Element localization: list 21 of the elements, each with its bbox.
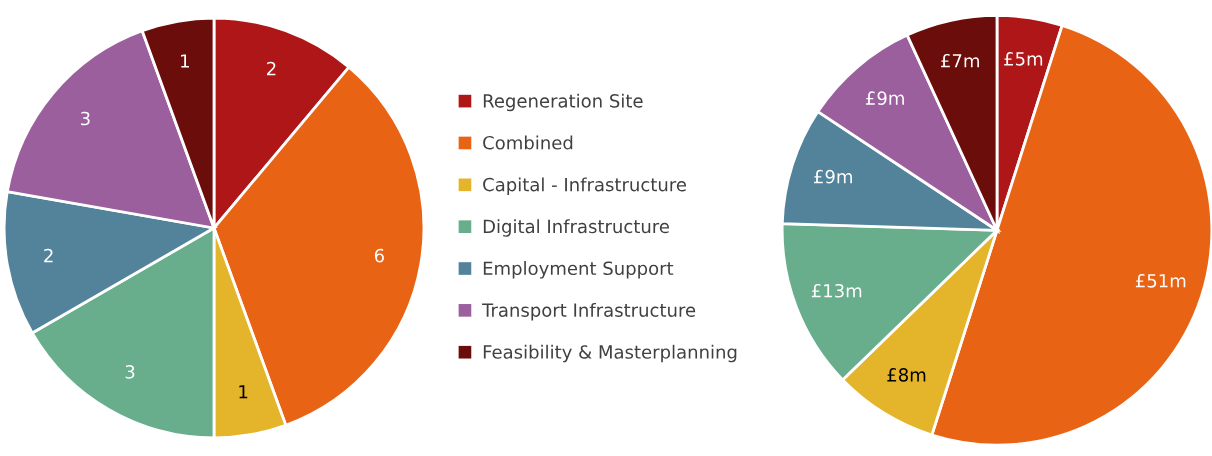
legend-label: Capital - Infrastructure [483, 177, 686, 195]
data-label: £13m [811, 283, 862, 298]
data-label: 1 [239, 385, 248, 399]
data-label: £9m [814, 169, 852, 184]
data-label: £51m [1135, 273, 1186, 288]
legend-label: Digital Infrastructure [483, 219, 669, 237]
data-label: 2 [267, 61, 276, 76]
legend-label: Regeneration Site [483, 93, 643, 112]
legend-label: Feasibility & Masterplanning [483, 344, 737, 363]
legend-label: Combined [483, 135, 573, 150]
data-label: £8m [887, 368, 926, 382]
legend-label: Transport Infrastructure [482, 302, 696, 321]
data-label: £9m [866, 91, 904, 105]
data-label: £7m [941, 53, 979, 68]
data-label: 2 [44, 248, 53, 263]
data-label: £5m [1004, 52, 1043, 66]
data-label: 3 [125, 365, 135, 379]
data-label: 6 [374, 248, 384, 263]
data-label: 3 [81, 111, 90, 126]
legend-label: Employment Support [483, 261, 674, 279]
data-label: 1 [181, 54, 189, 68]
